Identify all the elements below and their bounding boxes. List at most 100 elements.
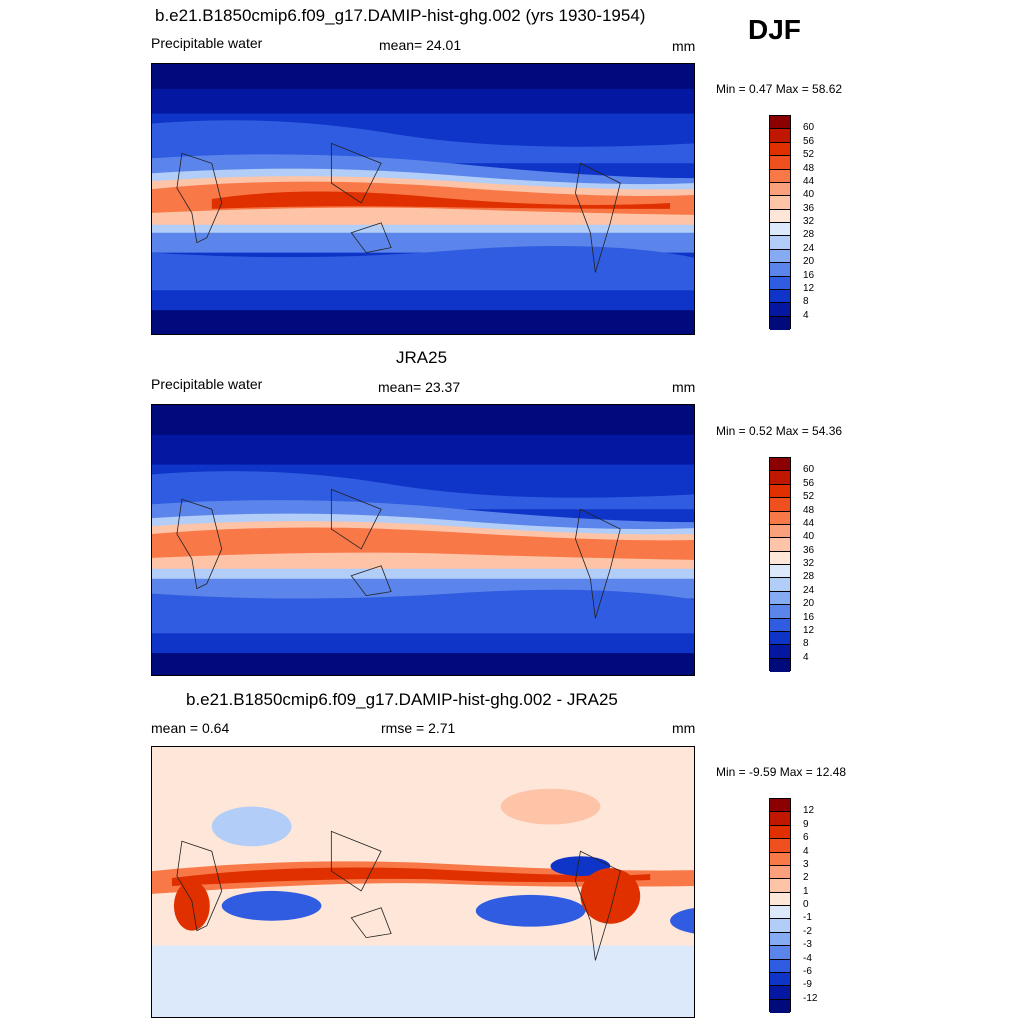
colorbar-swatch: [770, 524, 790, 539]
panel-2-variable-label: Precipitable water: [151, 376, 263, 392]
colorbar-level-label: 40: [803, 189, 815, 201]
colorbar-swatch: [770, 551, 790, 565]
colorbar-swatch: [770, 156, 790, 170]
colorbar-level-label: -9: [803, 979, 812, 991]
panel-3-mean-label: mean = 0.64: [151, 720, 230, 736]
colorbar-level-label: 4: [803, 651, 809, 663]
colorbar-swatch: [770, 839, 790, 853]
colorbar-level-label: 56: [803, 477, 815, 489]
panel-2-title: JRA25: [396, 348, 448, 367]
colorbar-level-label: 8: [803, 296, 809, 308]
colorbar-swatch: [770, 511, 790, 525]
colorbar-swatch: [770, 289, 790, 304]
colorbar-level-label: 60: [803, 464, 815, 476]
colorbar-swatch: [770, 116, 790, 130]
colorbar-swatch: [770, 458, 790, 472]
colorbar-level-label: 1: [803, 885, 809, 897]
panel-1-variable-label: Precipitable water: [151, 35, 263, 51]
colorbar-swatch: [770, 142, 790, 157]
colorbar-swatch: [770, 605, 790, 619]
colorbar-swatch: [770, 825, 790, 840]
colorbar-swatch: [770, 276, 790, 290]
colorbar-swatch: [770, 169, 790, 183]
colorbar-level-label: 44: [803, 517, 815, 529]
colorbar-level-label: -12: [803, 992, 818, 1004]
colorbar-swatch: [770, 196, 790, 210]
panel-2-mean-label: mean= 23.37: [378, 379, 461, 395]
panel-2-colorbar: [769, 457, 791, 672]
colorbar-level-label: 24: [803, 584, 815, 596]
colorbar-level-label: 36: [803, 544, 815, 556]
colorbar-swatch: [770, 565, 790, 579]
colorbar-swatch: [770, 591, 790, 606]
panel-1-colorbar: [769, 115, 791, 330]
colorbar-swatch: [770, 658, 790, 672]
panel-1-units-label: mm: [672, 38, 696, 54]
colorbar-swatch: [770, 209, 790, 223]
colorbar-level-label: 44: [803, 175, 815, 187]
panel-2-map: [151, 404, 695, 676]
colorbar-swatch: [770, 865, 790, 880]
colorbar-level-label: 48: [803, 504, 815, 516]
colorbar-level-label: 48: [803, 162, 815, 174]
panel-3-colorbar: [769, 798, 791, 1013]
colorbar-level-label: 52: [803, 149, 815, 161]
colorbar-swatch: [770, 932, 790, 947]
panel-1-mean-label: mean= 24.01: [379, 37, 462, 53]
colorbar-level-label: -6: [803, 965, 812, 977]
colorbar-level-label: 12: [803, 624, 815, 636]
colorbar-swatch: [770, 249, 790, 264]
colorbar-swatch: [770, 618, 790, 632]
colorbar-swatch: [770, 182, 790, 197]
colorbar-level-label: 56: [803, 135, 815, 147]
colorbar-swatch: [770, 471, 790, 485]
colorbar-swatch: [770, 999, 790, 1013]
colorbar-swatch: [770, 484, 790, 499]
panel-1-minmax: Min = 0.47 Max = 58.62: [716, 82, 843, 96]
colorbar-level-label: 28: [803, 229, 815, 241]
colorbar-level-label: 0: [803, 899, 809, 910]
colorbar-level-label: 12: [803, 805, 815, 817]
colorbar-level-label: 3: [803, 858, 809, 870]
colorbar-swatch: [770, 972, 790, 987]
panel-1-title: b.e21.B1850cmip6.f09_g17.DAMIP-hist-ghg.…: [155, 6, 646, 25]
colorbar-level-label: -4: [803, 952, 812, 964]
colorbar-swatch: [770, 129, 790, 143]
colorbar-level-label: -3: [803, 939, 812, 951]
colorbar-swatch: [770, 303, 790, 317]
colorbar-level-label: 60: [803, 122, 815, 134]
colorbar-level-label: 2: [803, 872, 809, 884]
colorbar-level-label: 28: [803, 571, 815, 583]
colorbar-level-label: 24: [803, 242, 815, 254]
colorbar-level-label: 8: [803, 638, 809, 650]
panel-3-map: [151, 746, 695, 1018]
colorbar-swatch: [770, 223, 790, 237]
colorbar-level-label: 6: [803, 832, 809, 844]
colorbar-level-label: 20: [803, 598, 815, 610]
colorbar-swatch: [770, 498, 790, 512]
colorbar-swatch: [770, 879, 790, 893]
colorbar-swatch: [770, 631, 790, 646]
colorbar-level-label: 16: [803, 269, 815, 281]
colorbar-level-label: 12: [803, 282, 815, 294]
colorbar-level-label: 16: [803, 611, 815, 623]
colorbar-level-label: 40: [803, 531, 815, 543]
panel-3-rmse-label: rmse = 2.71: [381, 720, 456, 736]
panel-2-units-label: mm: [672, 379, 696, 395]
colorbar-level-label: 4: [803, 845, 809, 857]
colorbar-swatch: [770, 906, 790, 920]
colorbar-swatch: [770, 578, 790, 592]
colorbar-swatch: [770, 812, 790, 826]
panel-3-minmax: Min = -9.59 Max = 12.48: [716, 765, 847, 779]
panel-3-units-label: mm: [672, 720, 696, 736]
colorbar-level-label: 9: [803, 818, 809, 830]
colorbar-level-label: 32: [803, 558, 815, 569]
colorbar-swatch: [770, 946, 790, 960]
colorbar-swatch: [770, 799, 790, 813]
colorbar-level-label: -1: [803, 912, 812, 924]
colorbar-level-label: 32: [803, 216, 815, 227]
colorbar-swatch: [770, 645, 790, 659]
colorbar-swatch: [770, 316, 790, 330]
colorbar-level-label: -2: [803, 925, 812, 937]
colorbar-swatch: [770, 852, 790, 866]
